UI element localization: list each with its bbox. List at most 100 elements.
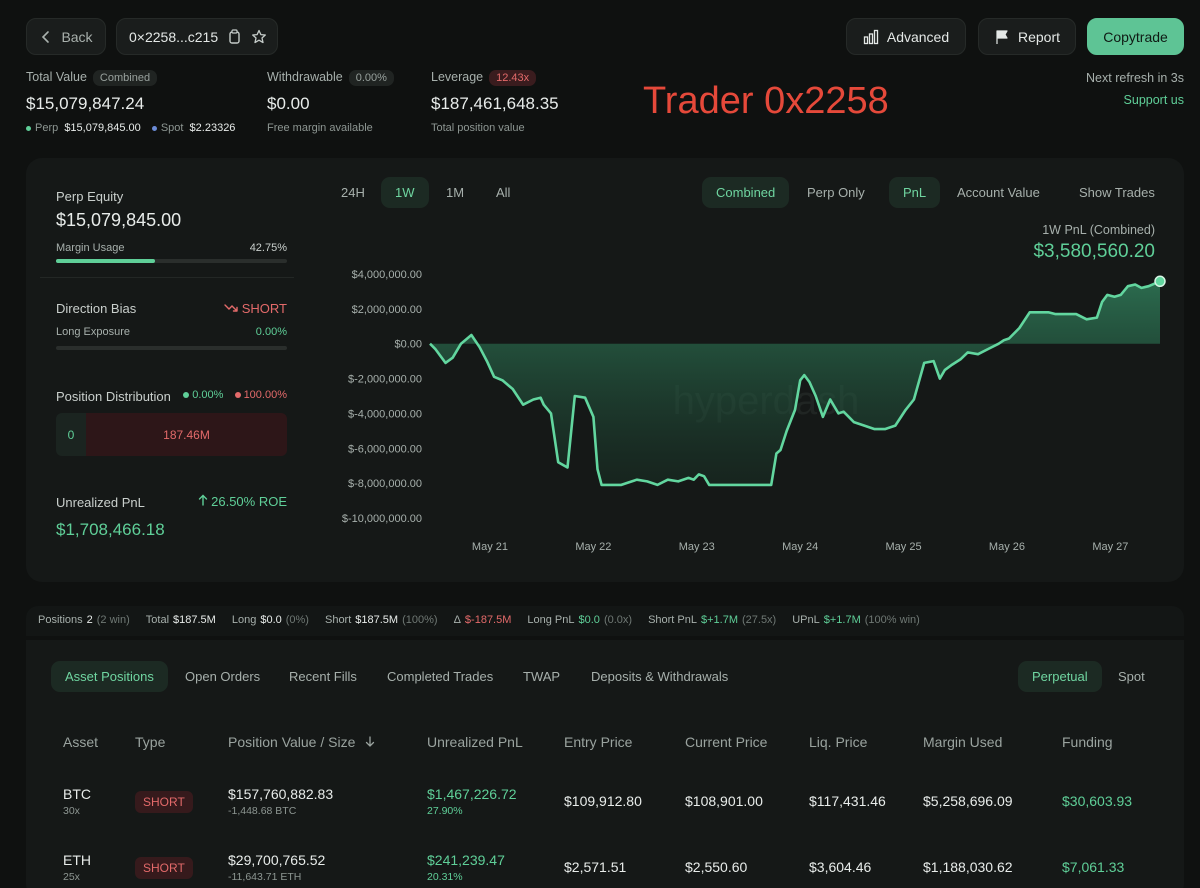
short-dot-icon [234, 392, 241, 399]
leverage-label: Leverage [431, 70, 484, 84]
withdrawable-value: $0.00 [267, 94, 310, 113]
stat-item: Long PnL $0.0 (0.0x) [527, 614, 636, 626]
perp-equity-label: Perp Equity [56, 189, 124, 204]
col-position-value[interactable]: Position Value / Size [228, 734, 375, 750]
leverage-chip: 12.43x [489, 70, 537, 86]
distribution-short: 187.46M [86, 413, 287, 456]
pnl-area [430, 281, 1160, 485]
col-margin-used[interactable]: Margin Used [923, 734, 1003, 750]
stats-row: Positions 2 (2 win) Total $187.5M Long $0.0 (0%… [38, 614, 936, 626]
margin-usage-value: 42.75% [249, 242, 287, 254]
range-tab-1w[interactable]: 1W [381, 177, 429, 208]
tab-perpetual[interactable]: Perpetual [1018, 661, 1102, 692]
stat-extra: (100% win) [864, 614, 920, 626]
stat-label: Long [231, 614, 257, 626]
long-exposure-bar [56, 346, 287, 350]
tab-completed-trades[interactable]: Completed Trades [387, 669, 494, 684]
view-tab-pnl[interactable]: PnL [889, 177, 941, 208]
col-liq-price[interactable]: Liq. Price [809, 734, 868, 750]
x-tick-label: May 23 [679, 541, 715, 553]
col-type[interactable]: Type [135, 734, 166, 750]
perp-label: Perp [35, 122, 59, 134]
stat-item: Long $0.0 (0%) [232, 614, 313, 626]
perp-dot-icon [26, 125, 31, 131]
col-funding[interactable]: Funding [1062, 734, 1113, 750]
unrealized-pnl-label: Unrealized PnL [56, 495, 145, 510]
x-tick-label: May 25 [886, 541, 922, 553]
leverage-block: Leverage 12.43x $187,461,648.35 Total pos… [431, 70, 559, 134]
col-unrealized-pnl[interactable]: Unrealized PnL [427, 734, 523, 750]
leverage-sub: Total position value [431, 122, 525, 134]
dist-long-pct: 0.00% [192, 389, 224, 401]
x-tick-label: May 24 [782, 541, 818, 553]
tab-recent-fills[interactable]: Recent Fills [289, 669, 357, 684]
stat-value: $187.5M [355, 614, 399, 626]
range-tab-24h[interactable]: 24H [341, 185, 365, 200]
view-tab-account-value[interactable]: Account Value [957, 185, 1040, 200]
asset-leverage: 30x [63, 805, 80, 817]
stat-value: $0.0 [578, 614, 600, 626]
stat-label: Δ [453, 614, 461, 626]
asset-symbol: BTC [63, 786, 91, 802]
stats-bar [26, 606, 1184, 636]
stat-value: $+1.7M [700, 614, 738, 626]
x-tick-label: May 22 [575, 541, 611, 553]
direction-bias-label: Direction Bias [56, 301, 137, 316]
star-icon[interactable] [251, 29, 267, 45]
stat-extra: (0.0x) [603, 614, 633, 626]
margin-used: $5,258,696.09 [923, 793, 1013, 809]
chevron-left-icon [42, 30, 50, 43]
mode-tab-perp-only[interactable]: Perp Only [807, 185, 865, 200]
copytrade-button[interactable]: Copytrade [1087, 18, 1184, 55]
arrow-down-icon[interactable] [365, 736, 375, 747]
range-tab-1m[interactable]: 1M [446, 185, 465, 200]
col-current-price[interactable]: Current Price [685, 734, 768, 750]
spot-dot-icon [151, 125, 157, 131]
back-label: Back [61, 28, 93, 45]
report-button[interactable]: Report [978, 18, 1076, 55]
distribution-long: 0 [56, 413, 86, 456]
support-link[interactable]: Support us [1123, 93, 1184, 107]
tab-open-orders[interactable]: Open Orders [185, 669, 261, 684]
show-trades-toggle[interactable]: Show Trades [1079, 185, 1155, 200]
stat-item: Short $187.5M (100%) [325, 614, 442, 626]
long-exposure-value: 0.00% [255, 326, 287, 338]
divider [40, 277, 294, 278]
tab-deposits-withdrawals[interactable]: Deposits & Withdrawals [591, 669, 729, 684]
stat-label: UPnL [792, 614, 820, 626]
mode-tab-combined[interactable]: Combined [702, 177, 790, 208]
back-button[interactable]: Back [26, 18, 106, 55]
col-entry-price[interactable]: Entry Price [564, 734, 633, 750]
current-price: $108,901.00 [685, 793, 763, 809]
range-tab-all[interactable]: All [496, 185, 511, 200]
position-value: $29,700,765.52 [228, 852, 326, 868]
funding: $7,061.33 [1062, 859, 1125, 875]
withdrawable-block: Withdrawable 0.00% $0.00 Free margin avai… [267, 70, 394, 134]
entry-price: $2,571.51 [564, 859, 627, 875]
total-value: $15,079,847.24 [26, 94, 145, 113]
tab-twap[interactable]: TWAP [523, 669, 561, 684]
liq-price: $3,604.46 [809, 859, 872, 875]
y-tick-label: $-8,000,000.00 [348, 478, 422, 490]
asset-symbol: ETH [63, 852, 91, 868]
trend-down-icon [224, 304, 238, 312]
y-tick-label: $-6,000,000.00 [348, 443, 422, 455]
copytrade-label: Copytrade [1103, 28, 1168, 45]
tab-spot[interactable]: Spot [1118, 669, 1145, 684]
advanced-label: Advanced [886, 28, 950, 45]
margin-usage-bar [56, 259, 287, 263]
stat-item: Δ $-187.5M [454, 614, 516, 626]
tab-asset-positions[interactable]: Asset Positions [51, 661, 168, 692]
stat-extra: (100%) [402, 614, 438, 626]
x-tick-label: May 21 [472, 541, 508, 553]
advanced-button[interactable]: Advanced [846, 18, 966, 55]
stat-value: $187.5M [173, 614, 216, 626]
col-asset[interactable]: Asset [63, 734, 99, 750]
funding: $30,603.93 [1062, 793, 1133, 809]
total-value-block: Total Value Combined $15,079,847.24 Perp … [26, 70, 235, 134]
arrow-up-icon [198, 494, 208, 506]
copy-icon[interactable] [228, 29, 241, 44]
stat-extra: (27.5x) [741, 614, 777, 626]
y-tick-label: $4,000,000.00 [352, 269, 422, 281]
y-tick-label: $-4,000,000.00 [348, 408, 422, 420]
